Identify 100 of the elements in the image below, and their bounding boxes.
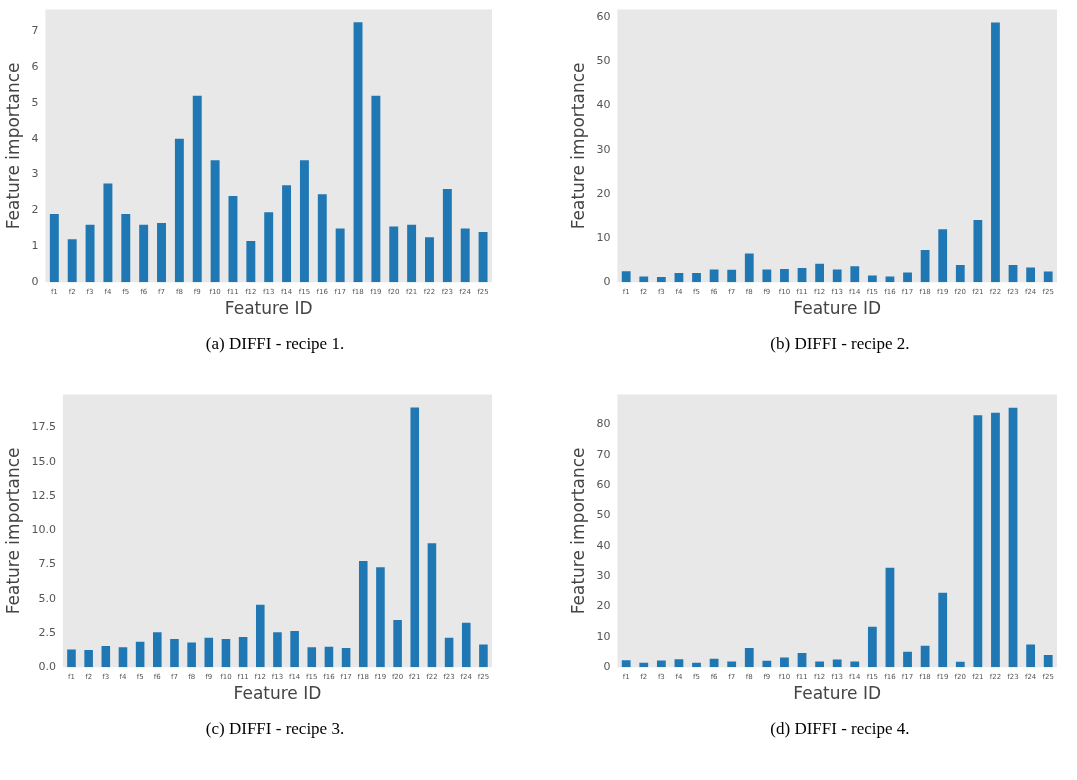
y-tick-label: 2.5 (38, 625, 56, 639)
bar (427, 543, 437, 668)
y-tick-label: 7.5 (38, 557, 56, 571)
bar (815, 263, 825, 283)
bar (1008, 264, 1018, 283)
y-tick-label: 40 (596, 98, 611, 112)
bar (341, 648, 351, 668)
bar (938, 592, 948, 668)
bar (118, 647, 128, 668)
bar (153, 632, 162, 668)
bar (264, 212, 274, 283)
bar (1026, 267, 1036, 283)
y-tick-label: 15.0 (31, 454, 56, 468)
bar (135, 641, 145, 668)
y-tick-label: 0.0 (38, 660, 56, 674)
bar (920, 249, 930, 283)
bar (67, 239, 77, 283)
bar (317, 194, 327, 283)
bar (444, 637, 454, 668)
y-tick-label: 17.5 (31, 420, 56, 434)
bar (885, 567, 895, 668)
bar (797, 652, 807, 668)
bar (479, 644, 488, 668)
bar (67, 649, 76, 668)
y-tick-label: 20 (596, 186, 611, 200)
bar (973, 415, 983, 668)
bar (273, 632, 282, 668)
bar (246, 240, 256, 283)
bar (353, 22, 363, 283)
bar (920, 645, 930, 668)
bar (389, 226, 399, 283)
y-tick-label: 0 (603, 660, 611, 674)
bar (797, 268, 807, 283)
bar (461, 622, 471, 668)
bar (709, 269, 719, 283)
bar (955, 661, 965, 668)
bar (299, 160, 309, 283)
y-tick-label: 0 (603, 275, 611, 289)
x-axis-title: Feature ID (793, 298, 882, 319)
bar (815, 661, 825, 668)
bar (407, 224, 417, 283)
x-axis-title: Feature ID (793, 683, 882, 704)
bar (204, 637, 214, 668)
y-tick-label: 6 (31, 59, 39, 73)
bar (850, 661, 860, 668)
y-tick-label: 70 (596, 447, 611, 461)
bar (1043, 655, 1053, 668)
y-tick-label: 2 (31, 203, 39, 217)
y-tick-label: 0 (31, 275, 39, 289)
bar (621, 660, 631, 668)
bar (1026, 644, 1036, 668)
bar (478, 231, 488, 283)
bar (442, 188, 452, 283)
bar (744, 253, 754, 283)
bar (174, 138, 184, 283)
y-axis-title: Feature importance (567, 447, 588, 615)
bar (903, 651, 912, 668)
bar (192, 95, 202, 283)
bar (955, 264, 965, 283)
bar (867, 275, 877, 283)
bar (425, 237, 434, 283)
bar (639, 662, 649, 668)
bar (674, 659, 684, 668)
bar (335, 228, 345, 283)
bar (973, 219, 983, 283)
bar (460, 228, 470, 283)
bar (376, 567, 385, 668)
bar (84, 650, 93, 668)
bar (885, 276, 895, 283)
y-tick-label: 3 (31, 167, 39, 181)
bar (780, 268, 789, 283)
text: (d) DIFFI - recipe 4. (769, 719, 911, 739)
bar (991, 412, 1000, 668)
bar (101, 645, 111, 668)
y-tick-label: 12.5 (31, 488, 56, 502)
bar (170, 639, 179, 668)
bar (210, 160, 220, 283)
bar (1043, 271, 1053, 283)
bar (121, 214, 131, 283)
bar (157, 223, 166, 283)
y-axis-title: Feature importance (567, 62, 588, 230)
y-tick-label: 20 (596, 599, 611, 613)
bar (656, 660, 666, 668)
text: (c) DIFFI - recipe 3. (204, 719, 346, 739)
bar (324, 646, 334, 668)
bar (709, 658, 719, 668)
bar (139, 224, 149, 283)
bar (744, 648, 754, 668)
bar (867, 626, 877, 668)
bar (692, 272, 701, 283)
y-tick-label: 60 (596, 477, 611, 491)
text: (b) DIFFI - recipe 2. (769, 334, 911, 354)
text: (a) DIFFI - recipe 1. (204, 334, 346, 354)
bar (656, 276, 666, 283)
bar (832, 269, 842, 283)
bar (103, 183, 113, 283)
bar (903, 272, 912, 283)
bar (850, 266, 860, 283)
y-tick-label: 1 (31, 239, 39, 253)
y-axis-title: Feature importance (2, 62, 23, 230)
